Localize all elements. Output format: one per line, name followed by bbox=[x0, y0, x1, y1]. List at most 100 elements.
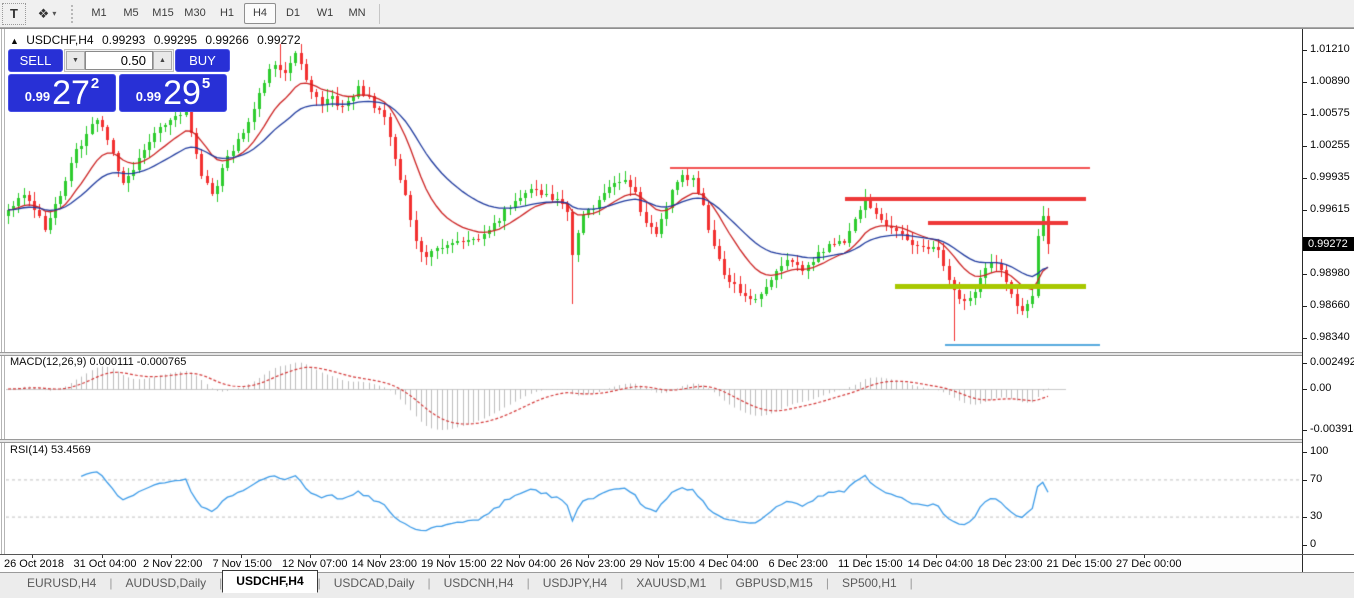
chart-tab-gbpusd[interactable]: GBPUSD,M15 bbox=[735, 576, 813, 590]
axis-tick bbox=[1303, 517, 1307, 518]
price-axis-label: 1.00575 bbox=[1310, 107, 1350, 119]
buy-quote-button[interactable]: 0.99 29 5 bbox=[119, 74, 227, 112]
rsi-axis-label: 100 bbox=[1310, 445, 1329, 457]
macd-name: MACD(12,26,9) bbox=[10, 356, 87, 368]
sell-quote-button[interactable]: 0.99 27 2 bbox=[8, 74, 116, 112]
timeframe-button-h4[interactable]: H4 bbox=[244, 3, 276, 24]
rsi-axis-label: 30 bbox=[1310, 510, 1323, 522]
rsi-name: RSI(14) bbox=[10, 444, 48, 456]
sell-price-pips: 2 bbox=[90, 75, 100, 92]
price-axis-label: 1.00255 bbox=[1310, 139, 1350, 151]
time-axis-tick bbox=[935, 555, 937, 558]
axis-tick bbox=[1303, 363, 1307, 364]
time-axis-tick bbox=[1074, 555, 1076, 558]
ohlc-low: 0.99266 bbox=[205, 33, 249, 47]
time-axis-tick bbox=[310, 555, 311, 558]
time-axis[interactable]: 26 Oct 2018 31 Oct 04:00 2 Nov 22:00 7 Nov … bbox=[0, 555, 1302, 572]
tab-divider: | bbox=[909, 576, 913, 590]
volume-spinner: ▼ 0.50 ▲ bbox=[64, 49, 174, 72]
toolbar-separator bbox=[379, 3, 380, 24]
buy-price-prefix: 0.99 bbox=[135, 89, 162, 104]
tab-divider: | bbox=[825, 576, 829, 590]
price-axis-label: 0.99935 bbox=[1310, 171, 1350, 183]
time-axis-label: 21 Dec 15:00 bbox=[1046, 558, 1112, 570]
time-axis-label: 14 Dec 04:00 bbox=[907, 558, 973, 570]
toolbar: T ❖ ▾ M1 M5 M15 M30 H1 H4 D1 W1 MN bbox=[0, 0, 1354, 28]
timeframe-button-w1[interactable]: W1 bbox=[316, 7, 334, 19]
time-axis-tick bbox=[1005, 555, 1006, 558]
timeline-border bbox=[0, 554, 1354, 555]
macd-chart-canvas[interactable] bbox=[6, 354, 1302, 439]
ohlc-close: 0.99272 bbox=[257, 33, 301, 47]
price-axis-label: 0.98660 bbox=[1310, 299, 1350, 311]
timeframe-button-m30[interactable]: M30 bbox=[184, 7, 206, 19]
tab-divider: | bbox=[317, 576, 321, 590]
volume-increase-button[interactable]: ▲ bbox=[153, 51, 172, 70]
time-axis-tick bbox=[657, 555, 659, 558]
time-axis-tick bbox=[518, 555, 520, 558]
chart-tab-eurusd[interactable]: EURUSD,H4 bbox=[27, 576, 97, 590]
axis-tick bbox=[1303, 146, 1307, 147]
tab-divider: | bbox=[526, 576, 530, 590]
buy-price-big: 29 bbox=[163, 74, 201, 112]
time-axis-tick bbox=[796, 555, 798, 558]
axis-tick bbox=[1303, 210, 1307, 211]
price-axis-label: 1.00890 bbox=[1310, 75, 1350, 87]
macd-axis-label: 0.00 bbox=[1310, 382, 1332, 394]
sell-price-big: 27 bbox=[52, 74, 90, 112]
time-axis-label: 6 Dec 23:00 bbox=[768, 558, 828, 570]
one-click-trade-panel: SELL ▼ 0.50 ▲ BUY 0.99 27 2 0.99 29 5 bbox=[8, 49, 230, 112]
time-axis-tick bbox=[240, 555, 242, 558]
chart-window: ▲ USDCHF,H4 0.99293 0.99295 0.99266 0.99… bbox=[0, 28, 1354, 572]
axis-tick bbox=[1303, 430, 1307, 431]
chart-tab-audusd[interactable]: AUDUSD,Daily bbox=[125, 576, 207, 590]
macd-value: 0.000111 bbox=[89, 356, 134, 368]
chart-tab-usdjpy[interactable]: USDJPY,H4 bbox=[542, 576, 608, 590]
ohlc-open: 0.99293 bbox=[101, 33, 146, 47]
timeframe-button-m15[interactable]: M15 bbox=[152, 7, 174, 19]
time-axis-label: 26 Oct 2018 bbox=[4, 558, 64, 570]
cursor-tool-button[interactable]: ❖ ▾ bbox=[30, 4, 64, 24]
tab-divider: | bbox=[427, 576, 431, 590]
chart-tab-usdcnh[interactable]: USDCNH,H4 bbox=[443, 576, 514, 590]
cursor-tool-icon: ❖ bbox=[37, 5, 50, 21]
time-axis-label: 19 Nov 15:00 bbox=[421, 558, 487, 570]
rsi-chart-canvas[interactable] bbox=[6, 442, 1302, 554]
chart-tab-usdcad[interactable]: USDCAD,Daily bbox=[333, 576, 415, 590]
sell-button[interactable]: SELL bbox=[8, 49, 63, 72]
timeframe-buttons: M1 M5 M15 M30 H1 H4 D1 W1 MN bbox=[83, 3, 373, 24]
volume-input[interactable]: 0.50 bbox=[85, 51, 153, 70]
time-axis-label: 7 Nov 15:00 bbox=[212, 558, 272, 570]
collapse-icon[interactable]: ▲ bbox=[10, 36, 19, 46]
rsi-value: 53.4569 bbox=[50, 444, 91, 456]
price-axis-label: 0.98980 bbox=[1310, 267, 1350, 279]
rsi-label: RSI(14) 53.4569 bbox=[10, 444, 91, 456]
time-axis-label: 14 Nov 23:00 bbox=[351, 558, 417, 570]
time-axis-label: 29 Nov 15:00 bbox=[629, 558, 695, 570]
time-axis-tick bbox=[449, 555, 450, 558]
axis-tick bbox=[1303, 82, 1307, 83]
volume-decrease-button[interactable]: ▼ bbox=[66, 51, 85, 70]
timeframe-button-m5[interactable]: M5 bbox=[123, 7, 139, 19]
macd-axis-label: 0.002492 bbox=[1310, 356, 1354, 368]
chart-tab-usdchf[interactable]: USDCHF,H4 bbox=[222, 570, 318, 593]
time-axis-tick bbox=[727, 555, 728, 558]
timeframe-button-h1[interactable]: H1 bbox=[219, 7, 235, 19]
timeframe-button-mn[interactable]: MN bbox=[348, 7, 366, 19]
timeframe-button-d1[interactable]: D1 bbox=[285, 7, 301, 19]
timeframe-button-m1[interactable]: M1 bbox=[91, 7, 107, 19]
time-axis-label: 27 Dec 00:00 bbox=[1116, 558, 1182, 570]
buy-button[interactable]: BUY bbox=[175, 49, 230, 72]
macd-label: MACD(12,26,9) 0.000111 -0.000765 bbox=[10, 356, 186, 368]
time-axis-label: 2 Nov 22:00 bbox=[143, 558, 203, 570]
time-axis-label: 4 Dec 04:00 bbox=[699, 558, 759, 570]
axis-tick bbox=[1303, 178, 1307, 179]
time-axis-label: 18 Dec 23:00 bbox=[977, 558, 1043, 570]
text-tool-button[interactable]: T bbox=[2, 2, 26, 25]
chart-tab-xauusd[interactable]: XAUUSD,M1 bbox=[636, 576, 707, 590]
chart-tab-sp500[interactable]: SP500,H1 bbox=[841, 576, 897, 590]
tab-divider: | bbox=[719, 576, 723, 590]
window-bottom-strip bbox=[0, 593, 1354, 598]
axis-tick bbox=[1303, 306, 1307, 307]
